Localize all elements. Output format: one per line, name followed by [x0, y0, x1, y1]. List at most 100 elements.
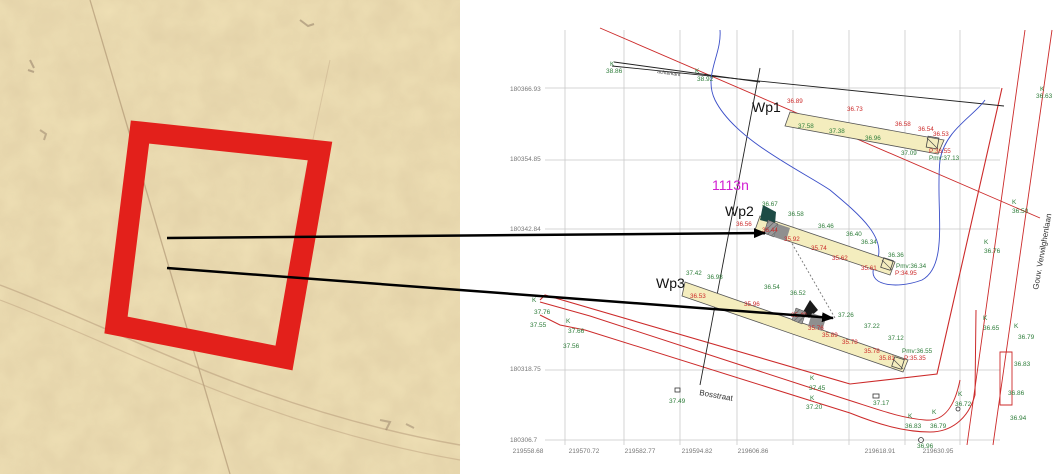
height-label: 37.45	[809, 385, 826, 392]
trench-wp2-profile-box	[880, 257, 894, 271]
k-marker: K	[695, 68, 700, 75]
parcel-label: 1113n	[712, 177, 749, 193]
height-label: 36.50	[1012, 208, 1029, 215]
height-label: 37.12	[888, 335, 904, 342]
height-label: 37.76	[534, 309, 551, 316]
historic-map-line	[89, 0, 231, 474]
height-label: 35.74	[811, 245, 827, 252]
height-label: Pmv:37.13	[929, 155, 960, 162]
height-label: 36.86	[1008, 390, 1025, 397]
height-label: 37.26	[838, 312, 854, 319]
k-marker: K	[566, 318, 571, 325]
height-label: 36.65	[983, 325, 1000, 332]
historic-map-mark	[299, 19, 315, 28]
trench-wp3-profile-box	[891, 356, 905, 370]
height-label: 35.62	[832, 255, 848, 262]
height-label: 35.78	[842, 339, 858, 346]
height-label: 36.54	[918, 126, 934, 133]
height-label: 36.58	[895, 121, 911, 128]
height-label: P:34.95	[895, 270, 917, 277]
height-label: 36.44	[762, 227, 778, 234]
x-axis-label: 219618.91	[865, 448, 896, 455]
side-plot-outline	[999, 351, 1013, 406]
height-label: 36.53	[933, 131, 949, 138]
trench-location-highlight	[104, 120, 333, 371]
k-marker: K	[983, 315, 988, 322]
height-label: 37.09	[901, 150, 917, 157]
street-edge	[539, 301, 961, 421]
trench-label: Wp2	[725, 203, 754, 219]
height-label: 37.20	[806, 404, 823, 411]
survey-point-symbol	[955, 406, 961, 412]
coordinate-grid	[545, 30, 1000, 445]
wp3-heights: 37.42 36.98 36.54 36.52 37.26 37.22 37.1…	[686, 270, 933, 362]
height-label: 35.61	[861, 265, 877, 272]
trench-label: Wp3	[656, 275, 685, 291]
height-label: 36.67	[762, 201, 778, 208]
y-axis-label: 180306.7	[510, 437, 537, 444]
road-edge-line	[966, 29, 1026, 446]
height-label: 37.55	[530, 322, 547, 329]
k-marker: K	[932, 409, 937, 416]
height-label: 36.76	[984, 248, 1001, 255]
rear-road-line	[613, 61, 761, 83]
trench-wp2-dark-section	[760, 205, 776, 224]
survey-plan-panel: 180366.93 180354.85 180342.84 180318.75 …	[510, 27, 1053, 455]
height-label: 36.46	[818, 223, 834, 230]
y-axis-label: 180354.85	[510, 156, 541, 163]
rear-road-label: achterkant	[657, 69, 682, 78]
height-label: 36.83	[1014, 361, 1031, 368]
height-label: 35.92	[784, 236, 800, 243]
survey-point-symbol	[872, 393, 880, 399]
k-marker: K	[958, 391, 963, 398]
x-axis-label: 219582.77	[625, 448, 656, 455]
height-label: 36.72	[955, 401, 972, 408]
height-label: 36.83	[905, 423, 922, 430]
height-label: 35.76	[808, 325, 824, 332]
historic-map-mark	[379, 419, 415, 431]
trench-wp3: Wp3	[656, 275, 909, 373]
survey-point-symbol	[918, 437, 924, 443]
height-label: 37.38	[829, 128, 845, 135]
historic-map-mark	[39, 129, 48, 141]
height-label: 36.36	[888, 252, 904, 259]
y-axis-label: 180342.84	[510, 226, 541, 233]
trench-wp1-outline	[784, 111, 945, 155]
x-axis-label: 219594.82	[682, 448, 713, 455]
correspondence-arrow	[166, 228, 766, 240]
y-axis-label: 180366.93	[510, 86, 541, 93]
k-marker: K	[984, 239, 989, 246]
terrain-heights: K 38.86 K 38.92 K 36.63 K 36.50 K 36.76 …	[530, 61, 1053, 450]
y-axis-labels: 180366.93 180354.85 180342.84 180318.75 …	[510, 86, 541, 444]
height-label: 35.89	[822, 332, 838, 339]
height-label: 36.79	[930, 423, 947, 430]
height-label: 37.58	[798, 123, 814, 130]
k-marker: K	[810, 375, 815, 382]
x-axis-label: 219570.72	[569, 448, 600, 455]
height-label: 35.78	[864, 348, 880, 355]
height-label: 36.94	[1010, 415, 1027, 422]
height-label: 37.17	[873, 400, 890, 407]
k-marker: K	[532, 297, 537, 304]
height-label: Pmv:36.34	[896, 263, 927, 270]
trench-wp2-grey-section	[774, 224, 790, 241]
k-marker: K	[1012, 199, 1017, 206]
survey-point-symbol	[674, 387, 681, 393]
trench-wp3-dark-section	[803, 300, 818, 318]
historic-map-line	[0, 284, 461, 446]
height-label: 36.73	[847, 106, 863, 113]
height-label: 36.63	[1036, 93, 1053, 100]
correspondence-arrows	[166, 228, 834, 323]
height-label: 37.66	[568, 328, 585, 335]
height-label: 36.40	[846, 231, 862, 238]
street-label: Bosstraat	[699, 388, 735, 403]
height-label: 35.81	[879, 355, 895, 362]
survey-linework	[611, 61, 1005, 386]
x-axis-labels: 219558.68 219570.72 219582.77 219594.82 …	[513, 448, 954, 455]
height-label: 35.96	[744, 301, 760, 308]
x-axis-label: 219630.95	[923, 448, 954, 455]
height-label: P:36.55	[929, 148, 951, 155]
trench-wp3-profile-cross	[892, 358, 904, 370]
trench-wp1-profile-cross	[926, 137, 939, 150]
